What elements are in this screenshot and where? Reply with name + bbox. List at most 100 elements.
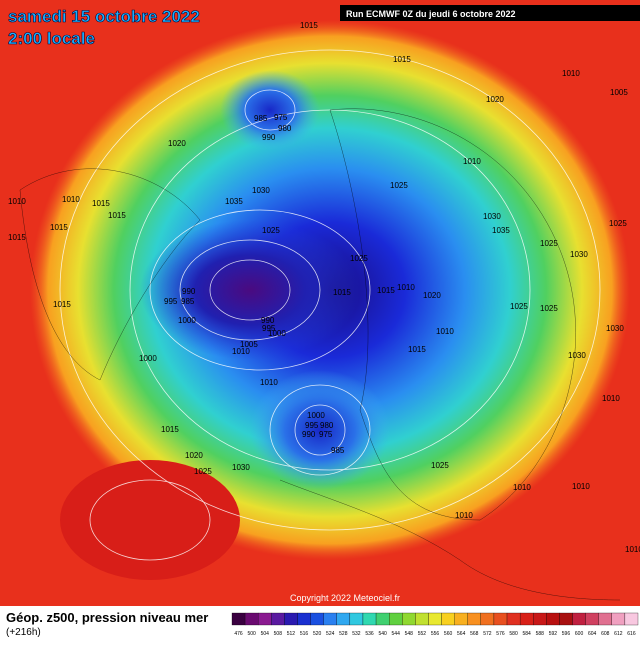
isobar-label: 1010 [8, 197, 26, 206]
isobar-label: 1025 [540, 239, 558, 248]
isobar-label: 1020 [168, 139, 186, 148]
colorbar-cell [624, 612, 639, 626]
isobar-label: 1025 [431, 461, 449, 470]
colorbar-tick: 584 [523, 631, 532, 637]
colorbar-tick: 532 [352, 631, 361, 637]
colorbar-tick: 576 [496, 631, 505, 637]
isobar-label: 1025 [194, 467, 212, 476]
low-center [250, 370, 390, 490]
isobar-label: 1015 [300, 21, 318, 30]
colorbar-cell [375, 612, 390, 626]
isobar-label: 1030 [252, 186, 270, 195]
isobar-label: 1015 [408, 345, 426, 354]
colorbar-cell [611, 612, 626, 626]
colorbar-cell [415, 612, 429, 626]
colorbar-cell [310, 612, 324, 626]
isobar-label: 1015 [92, 199, 110, 208]
footer-title: Géop. z500, pression niveau mer [6, 610, 208, 625]
isobar-label: 1000 [307, 411, 325, 420]
colorbar-cell [454, 612, 468, 626]
isobar-label: 1010 [625, 545, 640, 554]
isobar-label: 1025 [609, 219, 627, 228]
colorbar-cell [284, 612, 298, 626]
colorbar-tick: 564 [457, 631, 466, 637]
map-time: 2:00 locale [8, 29, 95, 48]
isobar-label: 975 [319, 430, 333, 439]
colorbar-cell [559, 612, 573, 626]
high-center [60, 460, 240, 580]
colorbar-cell [389, 612, 403, 626]
isobar-label: 1005 [240, 340, 258, 349]
colorbar-cell [428, 612, 442, 626]
colorbar-cell [349, 612, 364, 626]
isobar-label: 1025 [540, 304, 558, 313]
isobar-label: 1010 [513, 483, 531, 492]
colorbar-tick: 552 [418, 631, 427, 637]
colorbar-cell [362, 612, 377, 626]
coastlines [19, 108, 621, 601]
colorbar-tick: 616 [627, 631, 636, 637]
isobar-label: 1005 [610, 88, 628, 97]
isobar-label: 1000 [178, 316, 196, 325]
colorbar-tick: 572 [483, 631, 492, 637]
colorbar-tick: 528 [339, 631, 348, 637]
isobar-label: 1025 [510, 302, 528, 311]
colorbar-tick: 500 [247, 631, 256, 637]
isobar-label: 1000 [139, 354, 157, 363]
colorbar-tick: 540 [378, 631, 387, 637]
colorbar-tick: 580 [509, 631, 518, 637]
run-info: Run ECMWF 0Z du jeudi 6 octobre 2022 [346, 9, 516, 19]
isobar-label: 980 [320, 421, 334, 430]
isobar-label: 1000 [268, 329, 286, 338]
colorbar-tick: 512 [287, 631, 296, 637]
colorbar-tick: 536 [365, 631, 374, 637]
colorbar-tick: 588 [536, 631, 545, 637]
colorbar-cell [441, 612, 455, 626]
copyright: Copyright 2022 Meteociel.fr [290, 593, 400, 603]
colorbar-cell [297, 612, 311, 626]
isobar-label: 1030 [568, 351, 586, 360]
isobar-label: 975 [274, 113, 288, 122]
isobar-label: 1015 [8, 233, 26, 242]
colorbar-cell [231, 612, 246, 626]
colorbar-tick: 548 [405, 631, 414, 637]
colorbar-tick: 600 [575, 631, 584, 637]
isobar-label: 1020 [486, 95, 504, 104]
colorbar-tick: 476 [234, 631, 243, 637]
isobar-label: 1010 [232, 347, 250, 356]
isobar-label: 990 [302, 430, 316, 439]
colorbar-tick: 592 [549, 631, 558, 637]
isobar-label: 985 [254, 114, 268, 123]
isobar-label: 1015 [108, 211, 126, 220]
isobar-label: 995 [305, 421, 319, 430]
isobar-label: 1030 [570, 250, 588, 259]
run-box [340, 5, 640, 21]
isobar-label: 1010 [572, 482, 590, 491]
colorbar-tick: 508 [274, 631, 283, 637]
colorbar-tick: 604 [588, 631, 597, 637]
isobar-label: 1035 [225, 197, 243, 206]
isobar-label: 1035 [492, 226, 510, 235]
isobars [59, 49, 601, 561]
isobar-label: 1030 [232, 463, 250, 472]
colorbar-tick: 612 [614, 631, 623, 637]
isobar-label: 1010 [260, 378, 278, 387]
colorbar-tick: 544 [392, 631, 401, 637]
isobar-label: 1015 [161, 425, 179, 434]
isobar-label: 1010 [463, 157, 481, 166]
colorbar-tick: 608 [601, 631, 610, 637]
colorbar-cell [493, 612, 508, 626]
colorbar-cell [506, 612, 521, 626]
isobar-label: 980 [278, 124, 292, 133]
colorbar-cell [323, 612, 337, 626]
isobar-label: 1025 [262, 226, 280, 235]
isobar-label: 995 [262, 324, 276, 333]
isobar-label: 1030 [606, 324, 624, 333]
isobar-label: 1020 [185, 451, 203, 460]
isobar-label: 1015 [393, 55, 411, 64]
isobar-label: 1015 [50, 223, 68, 232]
isobar-label: 1015 [333, 288, 351, 297]
low-center [220, 70, 320, 150]
footer-lead: (+216h) [6, 627, 41, 638]
